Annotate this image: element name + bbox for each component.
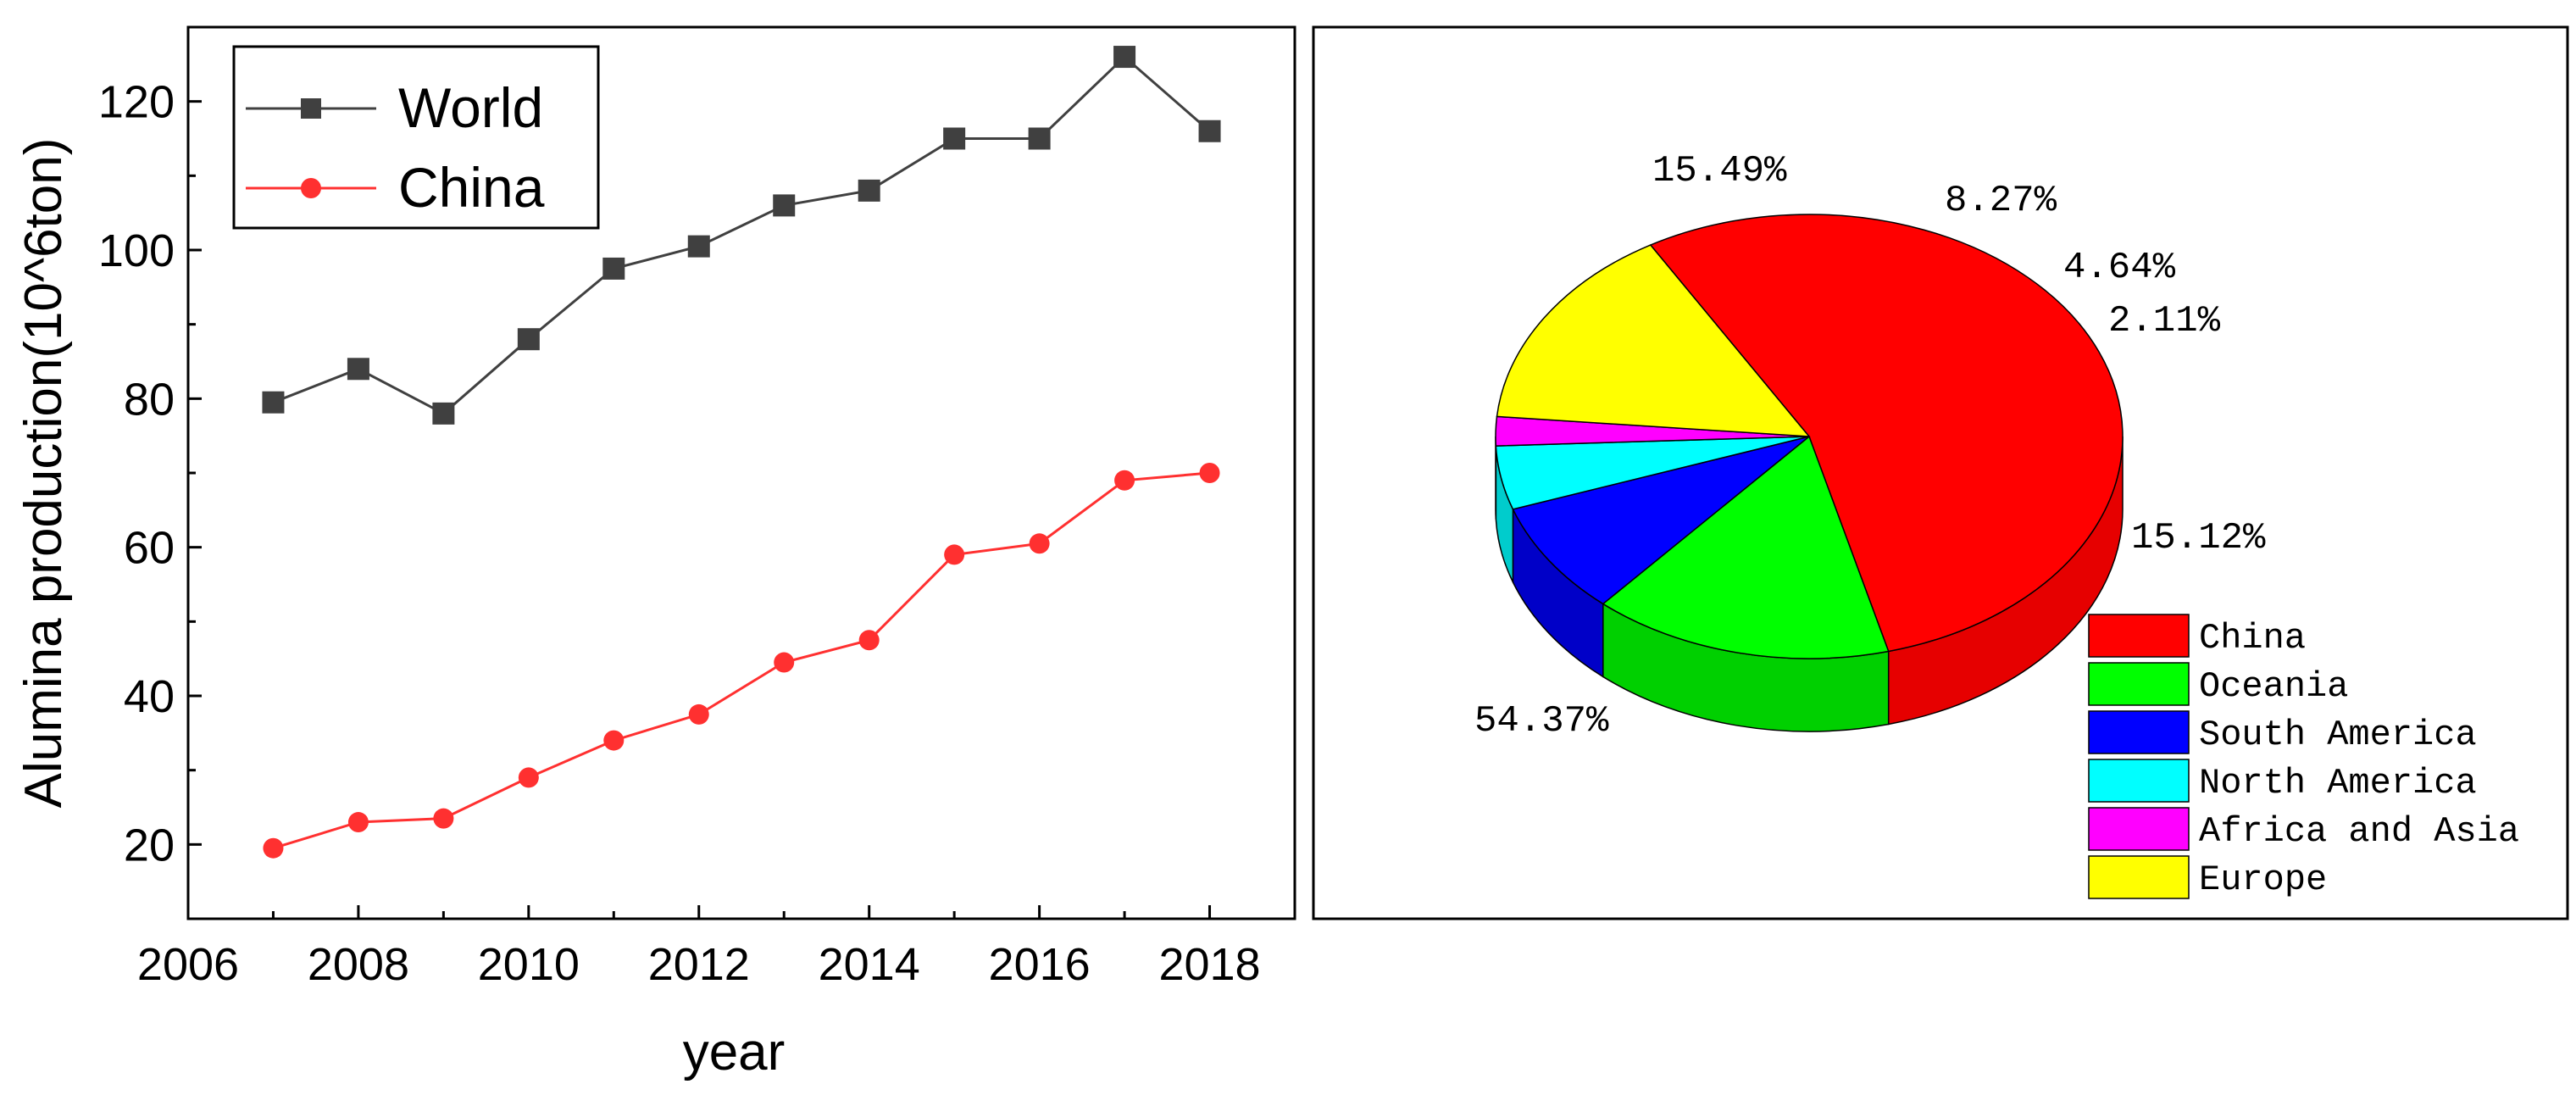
pie-legend-swatch bbox=[2088, 807, 2190, 851]
legend-china-marker bbox=[301, 178, 321, 198]
pie-legend-label: Africa and Asia bbox=[2199, 811, 2519, 852]
data-point-china bbox=[263, 837, 284, 859]
pie-slice-china bbox=[1649, 214, 2124, 653]
line-chart: 20 40 60 80 100 120 2006 2008 2010 2012 2014 2016 2… bbox=[14, 25, 1296, 1082]
data-point-china bbox=[774, 652, 795, 673]
pie-legend-label: South America bbox=[2199, 715, 2477, 755]
data-point-world bbox=[602, 257, 625, 280]
x-tick-label: 2012 bbox=[648, 939, 750, 990]
y-tick-label: 120 bbox=[98, 77, 175, 128]
pie-frame bbox=[1312, 25, 2569, 920]
data-point-world bbox=[1198, 120, 1221, 142]
data-point-china bbox=[858, 630, 880, 651]
legend-china-label: China bbox=[398, 156, 545, 219]
data-point-world bbox=[1113, 46, 1136, 69]
line-legend: World China bbox=[232, 45, 600, 230]
x-tick-label: 2010 bbox=[478, 939, 580, 990]
pie-legend-swatch bbox=[2088, 662, 2190, 706]
pie-legend-label: North America bbox=[2199, 763, 2477, 804]
data-point-world bbox=[687, 235, 710, 258]
data-point-world bbox=[432, 402, 455, 425]
x-tick-label: 2008 bbox=[308, 939, 409, 990]
data-point-world bbox=[773, 194, 796, 217]
data-point-china bbox=[1199, 463, 1220, 483]
pie-label-africa-and-asia: 2.11% bbox=[2108, 300, 2221, 342]
pie-legend-label: China bbox=[2199, 618, 2306, 659]
pie-slice-south-america bbox=[1512, 436, 1810, 605]
series-line-world bbox=[272, 55, 1211, 415]
y-tick-label: 80 bbox=[124, 374, 175, 425]
pie-label-europe: 15.12% bbox=[2131, 517, 2266, 559]
pie-legend-swatch bbox=[2088, 759, 2190, 803]
data-point-china bbox=[603, 730, 625, 751]
data-point-world bbox=[347, 358, 369, 381]
y-tick-label: 20 bbox=[124, 820, 175, 870]
x-tick-label: 2006 bbox=[137, 939, 239, 990]
data-point-china bbox=[1114, 470, 1135, 491]
y-tick-label: 100 bbox=[98, 225, 175, 276]
y-tick-label: 60 bbox=[124, 523, 175, 574]
pie-chart: 54.37% 15.49% 8.27%4.64% 2.11% 15.12% China O… bbox=[1312, 25, 2569, 920]
x-tick-label: 2018 bbox=[1158, 939, 1260, 990]
pie-legend-label: Oceania bbox=[2199, 666, 2348, 707]
data-point-world bbox=[262, 391, 285, 414]
pie-legend-swatch bbox=[2088, 855, 2190, 899]
pie-label-north-america: 4.64% bbox=[2063, 247, 2176, 289]
pie-label-china: 54.37% bbox=[1474, 700, 1609, 742]
pie-label-oceania: 15.49% bbox=[1652, 150, 1787, 192]
pie-label-south-america: 8.27% bbox=[1945, 180, 2057, 222]
y-tick-label: 40 bbox=[124, 671, 175, 722]
legend-world-marker bbox=[301, 98, 321, 119]
pie-legend-label: Europe bbox=[2199, 859, 2327, 900]
data-point-world bbox=[858, 179, 880, 202]
data-point-world bbox=[1028, 127, 1051, 150]
y-axis-title: Alumina production(10^6ton) bbox=[14, 138, 73, 809]
data-point-china bbox=[688, 703, 709, 725]
pie-slice-europe bbox=[1496, 244, 1811, 437]
data-point-china bbox=[518, 767, 539, 788]
data-point-china bbox=[433, 808, 454, 829]
x-axis-title: year bbox=[683, 1023, 786, 1082]
pie-legend-swatch bbox=[2088, 710, 2190, 754]
x-tick-label: 2014 bbox=[819, 939, 920, 990]
series-line-china bbox=[273, 471, 1210, 850]
pie-legend-swatch bbox=[2088, 614, 2190, 658]
data-point-china bbox=[1029, 533, 1050, 554]
legend-world-label: World bbox=[398, 76, 543, 139]
data-point-world bbox=[517, 328, 540, 351]
data-point-china bbox=[944, 544, 965, 565]
x-tick-label: 2016 bbox=[989, 939, 1091, 990]
legend-box bbox=[232, 45, 600, 230]
data-point-china bbox=[347, 812, 369, 833]
data-point-world bbox=[943, 127, 966, 150]
pie-slice-oceania bbox=[1602, 435, 1890, 659]
